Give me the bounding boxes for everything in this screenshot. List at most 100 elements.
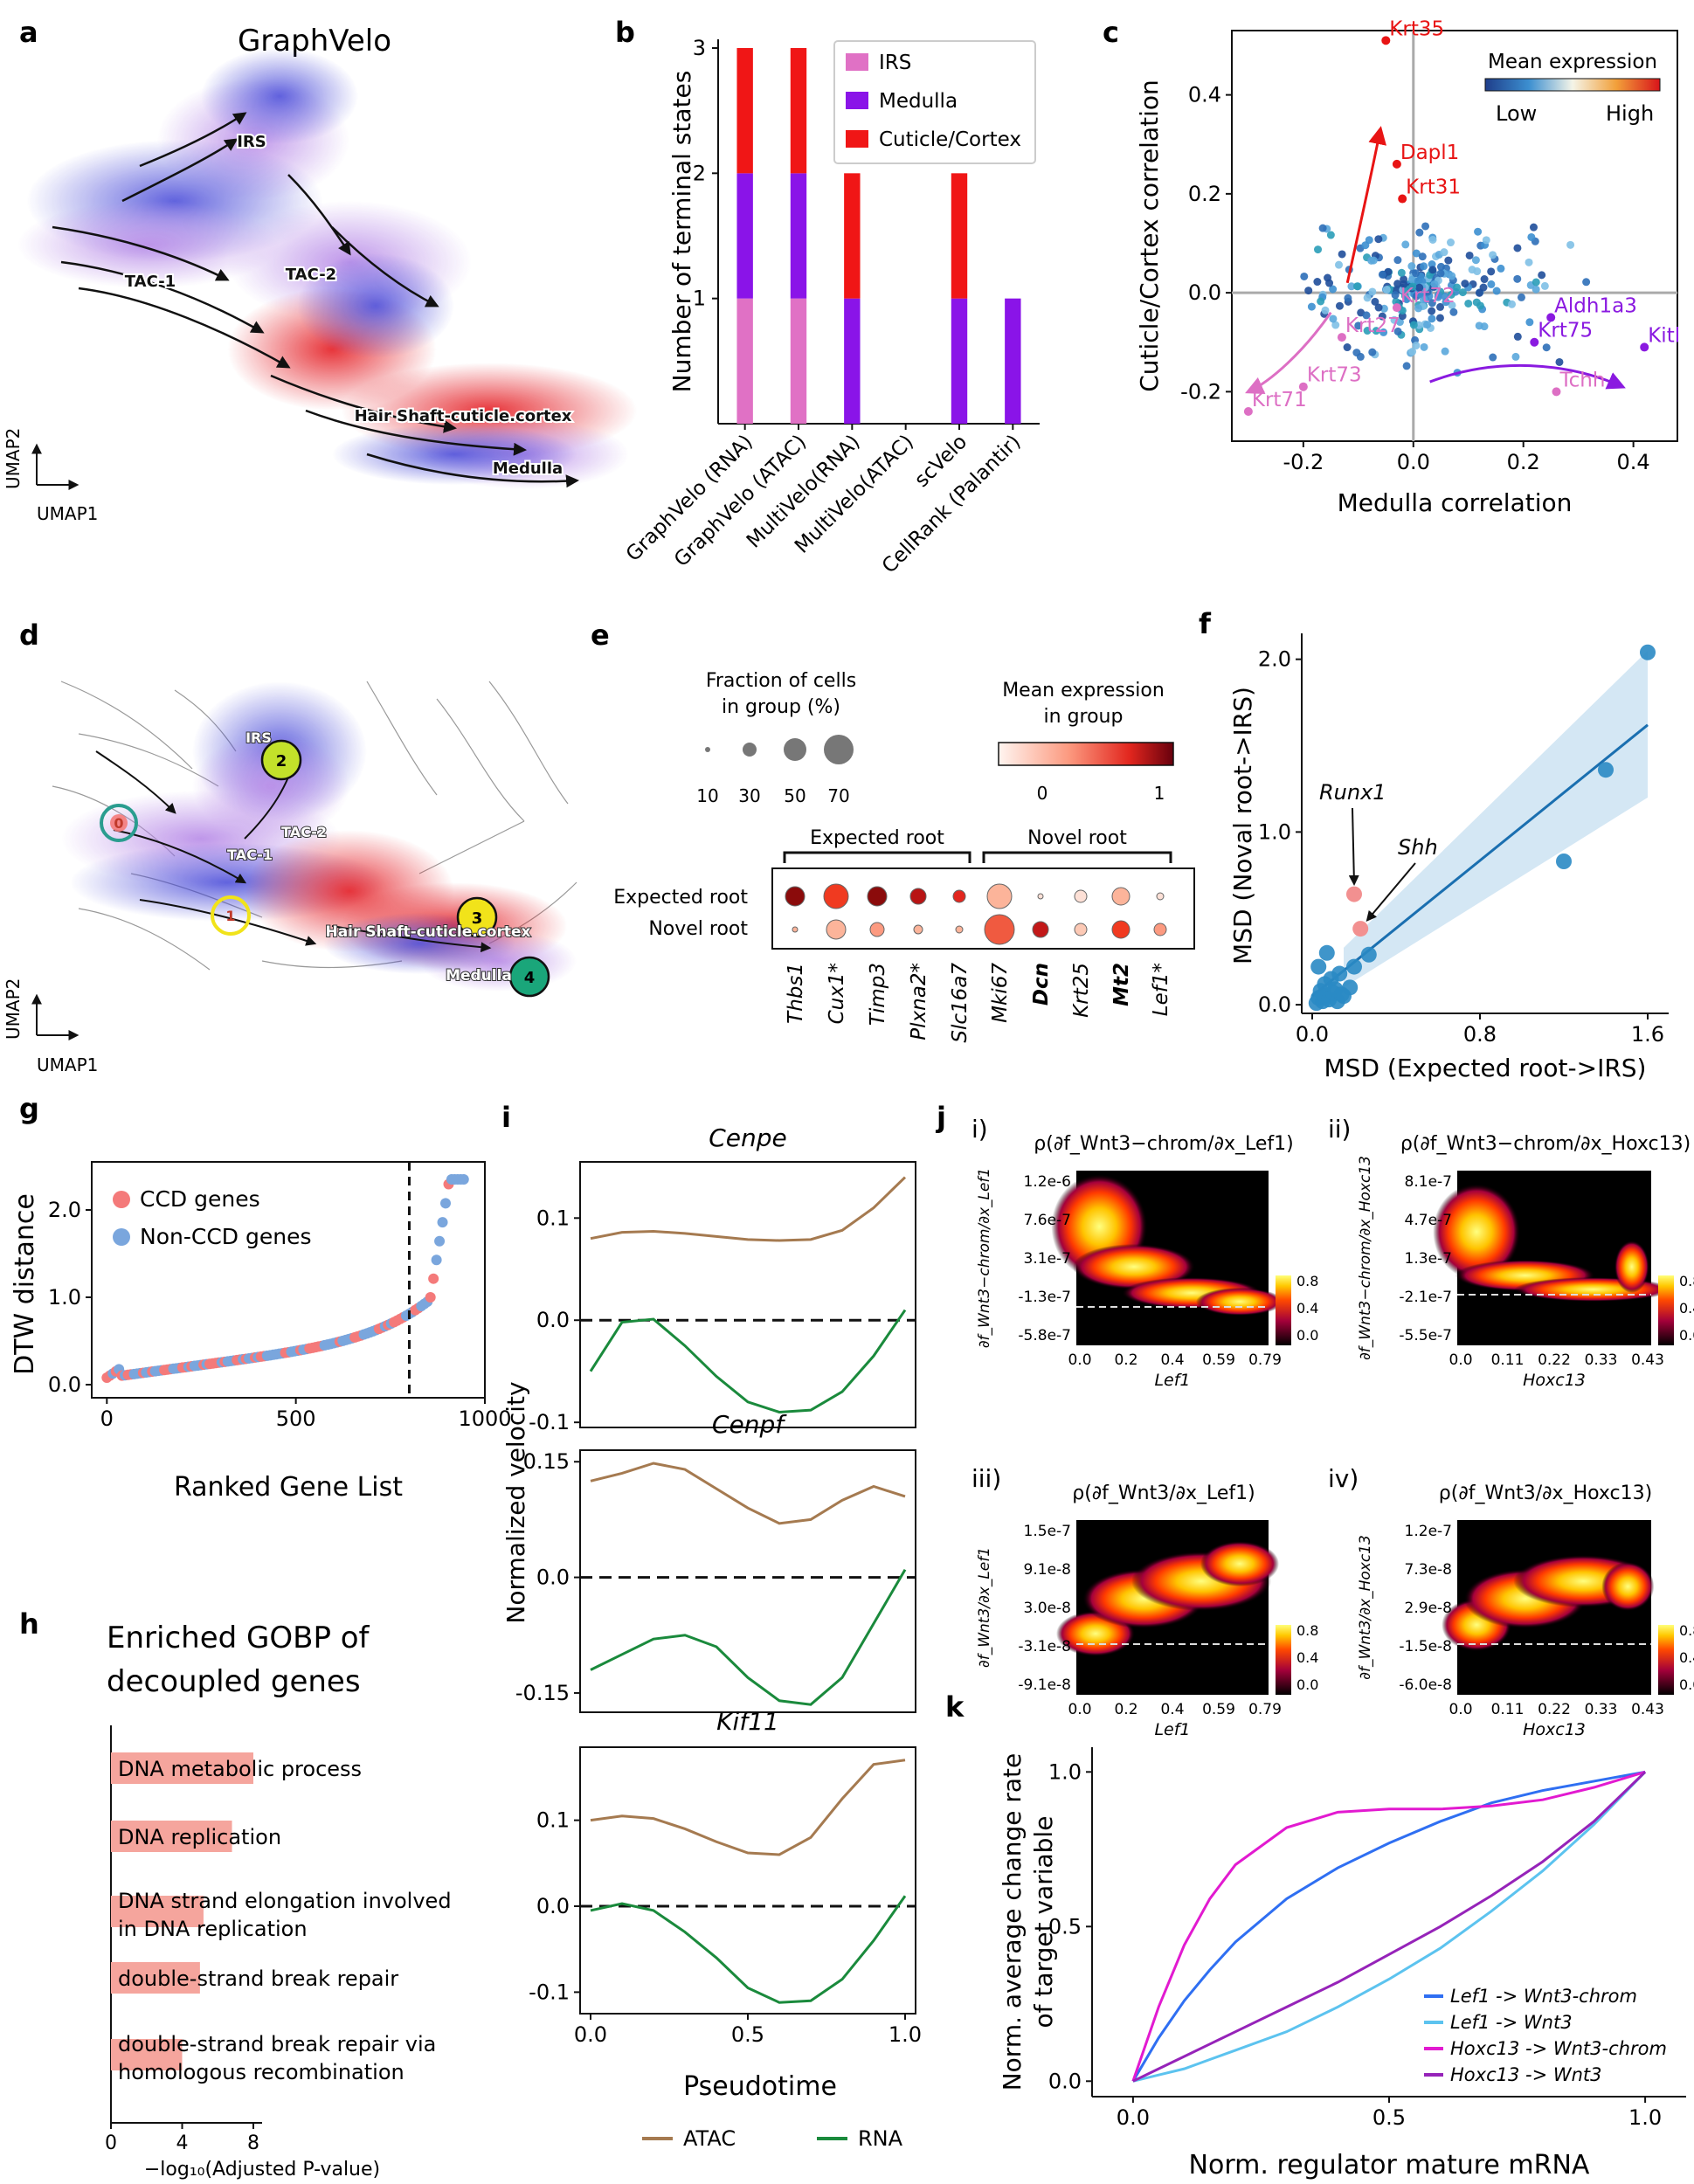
j-xlabel: Lef1 — [1154, 1720, 1190, 1739]
j-xtick-label: 0.0 — [1449, 1701, 1472, 1718]
c-gene-point — [1448, 301, 1456, 309]
c-gene-point — [1489, 251, 1497, 259]
c-gene-point — [1329, 314, 1338, 323]
c-gene-point — [1464, 299, 1473, 308]
c-gene-point — [1414, 277, 1422, 286]
c-gene-point — [1446, 238, 1455, 247]
c-arrow-medulla — [1429, 363, 1626, 390]
c-gene-point — [1372, 327, 1380, 335]
i-line-atac — [590, 1176, 907, 1242]
f-ytick-label: 1.0 — [1258, 819, 1291, 844]
c-gene-point — [1326, 231, 1335, 239]
j-xtick-label: 0.79 — [1248, 1701, 1282, 1718]
e-dot-expected — [823, 883, 849, 909]
k-ylabel-2: of target variable — [1029, 1816, 1058, 2028]
panel-a-label-tac2: TAC-2 — [286, 266, 336, 284]
c-gene-point — [1393, 256, 1402, 265]
b-ytick-label: 2 — [693, 161, 706, 185]
g-ytick-label: 1.0 — [48, 1285, 81, 1310]
panel-a-umap1: UMAP1 — [37, 503, 98, 524]
b-bar-cuticlecortex — [844, 173, 861, 299]
c-gene-point — [1407, 275, 1416, 284]
c-xtick-label: -0.2 — [1283, 450, 1324, 474]
j-ylabel: ∂f_Wnt3/∂x_Hoxc13 — [1357, 1535, 1374, 1680]
i-ytick-label: -0.15 — [515, 1681, 570, 1705]
k-curve — [1131, 1770, 1646, 2083]
panel-d-node-2: 2 — [276, 752, 287, 771]
b-bar-medulla — [1005, 298, 1021, 424]
j-colorbar — [1276, 1275, 1291, 1345]
group-expected-root: Expected root — [810, 827, 944, 849]
f-xtick-label: 0.8 — [1463, 1022, 1497, 1047]
f-highlight-point — [1346, 886, 1362, 902]
j-colorbar — [1658, 1275, 1674, 1345]
i-legend-rna: RNA — [858, 2126, 903, 2151]
j-xtick-label: 0.11 — [1491, 1701, 1525, 1718]
chart-j: i) ρ(∂f_Wnt3−chrom/∂x_Lef1) 1.2e-6 7.6e-7 3.… — [971, 1115, 1694, 1739]
e-dot-novel — [984, 914, 1015, 945]
c-gene-point — [1489, 353, 1497, 362]
c-gene-point — [1442, 298, 1450, 307]
g-ytick-label: 0.0 — [48, 1372, 81, 1397]
e-dot-novel — [792, 926, 799, 933]
c-labeled-point — [1337, 333, 1346, 342]
h-term-label: DNA replication — [118, 1825, 281, 1849]
c-gene-point — [1444, 256, 1453, 265]
c-gene-point — [1354, 321, 1363, 330]
k-ylabel-1: Norm. average change rate — [998, 1753, 1027, 2091]
c-gene-point — [1329, 285, 1338, 294]
panel-d-label-tac1: TAC-1 — [227, 847, 273, 863]
j-xtick-label: 0.33 — [1585, 1701, 1618, 1718]
i-subplot-title: Kif11 — [716, 1707, 779, 1736]
e-gene-label: Krt25 — [1070, 963, 1093, 1018]
k-legend-label: Lef1 -> Wnt3 — [1450, 2012, 1573, 2033]
h-term-label: double-strand break repair via — [118, 2032, 436, 2056]
c-gene-point — [1480, 275, 1489, 284]
j-cbar-tick: 0.8 — [1296, 1273, 1318, 1289]
e-gene-label: Plxna2* — [908, 963, 930, 1040]
e-dot-novel — [869, 922, 885, 937]
c-xtick-label: 0.4 — [1617, 450, 1650, 474]
b-bar-irs — [736, 298, 753, 424]
c-gene-point — [1367, 256, 1376, 265]
g-legend-label: Non-CCD genes — [140, 1224, 311, 1249]
j-ytick-label: 8.1e-7 — [1405, 1173, 1452, 1191]
c-point-label: Krt27 — [1345, 314, 1400, 337]
e-dot-novel — [913, 924, 923, 935]
i-subplot-title: Cenpf — [712, 1410, 787, 1439]
k-xtick-label: 0.0 — [1117, 2105, 1150, 2130]
panel-d-node-0: 0 — [114, 815, 123, 832]
c-gene-point — [1465, 251, 1474, 259]
panel-a-label-medulla: Medulla — [493, 460, 563, 478]
f-point — [1346, 958, 1362, 975]
i-line-rna — [590, 1895, 907, 2004]
j-ytick-label: 1.2e-6 — [1024, 1173, 1071, 1191]
c-gene-point — [1448, 272, 1456, 280]
c-gene-point — [1307, 302, 1316, 311]
panel-letter-e: e — [591, 619, 610, 652]
e-dot-expected — [785, 886, 806, 907]
panel-a-label-irs: IRS — [237, 133, 266, 151]
e-dot-expected — [1037, 893, 1044, 900]
panel-h-title-1: Enriched GOBP of — [107, 1621, 370, 1655]
c-point-label: Krt35 — [1389, 17, 1444, 40]
c-gene-point — [1371, 297, 1379, 306]
c-gene-point — [1492, 287, 1501, 295]
b-bar-medulla — [951, 298, 968, 424]
i-xlabel: Pseudotime — [683, 2071, 837, 2102]
c-gene-point — [1361, 241, 1370, 250]
g-ytick-label: 2.0 — [48, 1198, 81, 1222]
c-point-label: Aldh1a3 — [1554, 294, 1637, 317]
j-density-blob — [1614, 1241, 1649, 1293]
size-tick-10: 10 — [696, 785, 718, 806]
j-xtick-label: 0.4 — [1160, 1701, 1184, 1718]
j-ytick-label: -2.1e-7 — [1399, 1289, 1452, 1306]
c-gene-point — [1378, 312, 1386, 321]
c-frame — [1231, 30, 1678, 442]
c-ytick-label: 0.2 — [1188, 182, 1221, 206]
i-frame — [579, 1449, 916, 1713]
c-gene-point — [1415, 228, 1424, 237]
panel-e-size-title-1: Fraction of cells — [706, 670, 856, 692]
e-dot-expected — [986, 883, 1013, 909]
